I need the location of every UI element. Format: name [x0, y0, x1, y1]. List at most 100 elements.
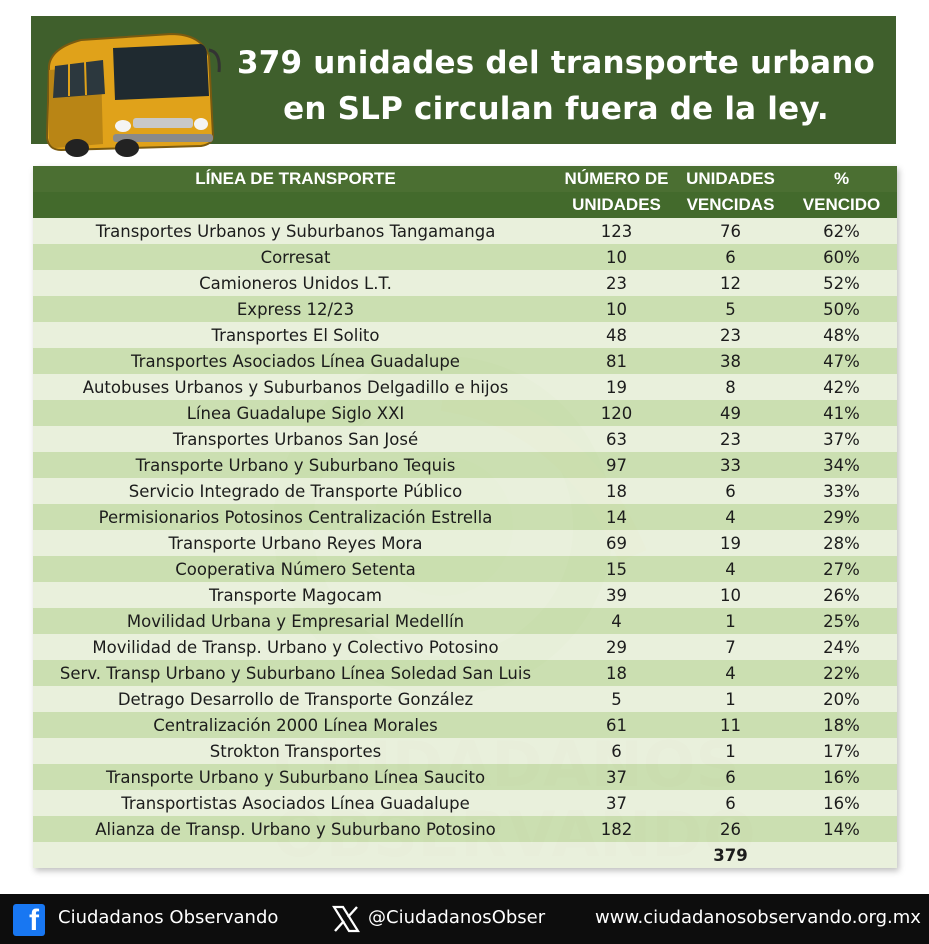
table-row: Transportes El Solito 48 23 48%: [33, 322, 897, 348]
cell-unidades-vencidas: 6: [675, 790, 786, 816]
cell-linea: Alianza de Transp. Urbano y Suburbano Po…: [33, 816, 558, 842]
cell-linea: Servicio Integrado de Transporte Público: [33, 478, 558, 504]
header-row-2: UNIDADES VENCIDAS VENCIDO: [33, 192, 897, 218]
table-row: Transporte Urbano y Suburbano Tequis 97 33…: [33, 452, 897, 478]
cell-unidades-vencidas: 10: [675, 582, 786, 608]
table-row: Autobuses Urbanos y Suburbanos Delgadill…: [33, 374, 897, 400]
title-line-1: 379 unidades del transporte urbano: [236, 45, 876, 81]
cell-unidades-vencidas: 38: [675, 348, 786, 374]
cell-numero-unidades: 29: [558, 634, 675, 660]
cell-numero-unidades: 48: [558, 322, 675, 348]
table-row: Línea Guadalupe Siglo XXI 120 49 41%: [33, 400, 897, 426]
cell-numero-unidades: 182: [558, 816, 675, 842]
table-row: Transporte Urbano y Suburbano Línea Sauc…: [33, 764, 897, 790]
cell-percent-vencido: 33%: [786, 478, 897, 504]
cell-unidades-vencidas: 23: [675, 322, 786, 348]
cell-numero-unidades: 39: [558, 582, 675, 608]
website-link[interactable]: www.ciudadanosobservando.org.mx: [595, 907, 921, 928]
footer-bar: f Ciudadanos Observando @CiudadanosObser…: [0, 894, 929, 944]
cell-numero-unidades: 61: [558, 712, 675, 738]
cell-numero-unidades: 120: [558, 400, 675, 426]
x-logo-icon[interactable]: [330, 903, 362, 935]
cell-percent-vencido: 17%: [786, 738, 897, 764]
cell-unidades-vencidas: 11: [675, 712, 786, 738]
table-row: Transporte Magocam 39 10 26%: [33, 582, 897, 608]
cell-unidades-vencidas: 19: [675, 530, 786, 556]
table-row: Cooperativa Número Setenta 15 4 27%: [33, 556, 897, 582]
cell-unidades-vencidas: 8: [675, 374, 786, 400]
cell-percent-vencido: 26%: [786, 582, 897, 608]
cell-numero-unidades: 4: [558, 608, 675, 634]
facebook-label[interactable]: Ciudadanos Observando: [58, 907, 279, 928]
total-empty-2: [558, 842, 675, 868]
cell-unidades-vencidas: 76: [675, 218, 786, 244]
table-row: Movilidad de Transp. Urbano y Colectivo …: [33, 634, 897, 660]
header-vencidas: VENCIDAS: [675, 192, 786, 218]
cell-numero-unidades: 18: [558, 660, 675, 686]
cell-percent-vencido: 22%: [786, 660, 897, 686]
table-row: Strokton Transportes 6 1 17%: [33, 738, 897, 764]
table-row: Corresat 10 6 60%: [33, 244, 897, 270]
header-row-1: LÍNEA DE TRANSPORTE NÚMERO DE UNIDADES %: [33, 166, 897, 192]
table-row: Transportistas Asociados Línea Guadalupe…: [33, 790, 897, 816]
facebook-icon[interactable]: f: [13, 904, 45, 937]
cell-numero-unidades: 81: [558, 348, 675, 374]
cell-unidades-vencidas: 6: [675, 764, 786, 790]
cell-unidades-vencidas: 5: [675, 296, 786, 322]
cell-unidades-vencidas: 33: [675, 452, 786, 478]
cell-numero-unidades: 10: [558, 296, 675, 322]
header-empty: [33, 192, 558, 218]
cell-linea: Movilidad de Transp. Urbano y Colectivo …: [33, 634, 558, 660]
cell-percent-vencido: 48%: [786, 322, 897, 348]
cell-numero-unidades: 123: [558, 218, 675, 244]
cell-percent-vencido: 47%: [786, 348, 897, 374]
cell-unidades-vencidas: 4: [675, 504, 786, 530]
cell-percent-vencido: 60%: [786, 244, 897, 270]
cell-linea: Línea Guadalupe Siglo XXI: [33, 400, 558, 426]
cell-linea: Transportistas Asociados Línea Guadalupe: [33, 790, 558, 816]
table-row: Alianza de Transp. Urbano y Suburbano Po…: [33, 816, 897, 842]
header-percent: %: [786, 166, 897, 192]
cell-numero-unidades: 18: [558, 478, 675, 504]
cell-unidades-vencidas: 7: [675, 634, 786, 660]
table-row: Serv. Transp Urbano y Suburbano Línea So…: [33, 660, 897, 686]
cell-linea: Centralización 2000 Línea Morales: [33, 712, 558, 738]
page-title: 379 unidades del transporte urbano en SL…: [226, 40, 886, 132]
cell-unidades-vencidas: 4: [675, 556, 786, 582]
cell-linea: Transporte Urbano Reyes Mora: [33, 530, 558, 556]
header-unidades-2: UNIDADES: [558, 192, 675, 218]
cell-percent-vencido: 16%: [786, 764, 897, 790]
cell-percent-vencido: 50%: [786, 296, 897, 322]
cell-linea: Serv. Transp Urbano y Suburbano Línea So…: [33, 660, 558, 686]
cell-numero-unidades: 5: [558, 686, 675, 712]
table-row: Permisionarios Potosinos Centralización …: [33, 504, 897, 530]
cell-numero-unidades: 63: [558, 426, 675, 452]
cell-numero-unidades: 23: [558, 270, 675, 296]
cell-percent-vencido: 29%: [786, 504, 897, 530]
cell-percent-vencido: 16%: [786, 790, 897, 816]
cell-numero-unidades: 15: [558, 556, 675, 582]
cell-percent-vencido: 28%: [786, 530, 897, 556]
cell-linea: Transporte Magocam: [33, 582, 558, 608]
cell-unidades-vencidas: 12: [675, 270, 786, 296]
title-banner: 379 unidades del transporte urbano en SL…: [31, 16, 896, 157]
cell-unidades-vencidas: 1: [675, 608, 786, 634]
cell-numero-unidades: 37: [558, 790, 675, 816]
header-linea: LÍNEA DE TRANSPORTE: [33, 166, 558, 192]
cell-numero-unidades: 6: [558, 738, 675, 764]
cell-linea: Strokton Transportes: [33, 738, 558, 764]
header-numero: NÚMERO DE: [558, 166, 675, 192]
table-row: Camioneros Unidos L.T. 23 12 52%: [33, 270, 897, 296]
cell-linea: Transporte Urbano y Suburbano Tequis: [33, 452, 558, 478]
cell-percent-vencido: 42%: [786, 374, 897, 400]
cell-linea: Camioneros Unidos L.T.: [33, 270, 558, 296]
cell-numero-unidades: 69: [558, 530, 675, 556]
cell-percent-vencido: 37%: [786, 426, 897, 452]
cell-numero-unidades: 19: [558, 374, 675, 400]
cell-linea: Express 12/23: [33, 296, 558, 322]
x-handle[interactable]: @CiudadanosObser: [368, 907, 546, 928]
cell-numero-unidades: 97: [558, 452, 675, 478]
cell-percent-vencido: 27%: [786, 556, 897, 582]
header-unidades: UNIDADES: [675, 166, 786, 192]
table-row: Centralización 2000 Línea Morales 61 11 18%: [33, 712, 897, 738]
